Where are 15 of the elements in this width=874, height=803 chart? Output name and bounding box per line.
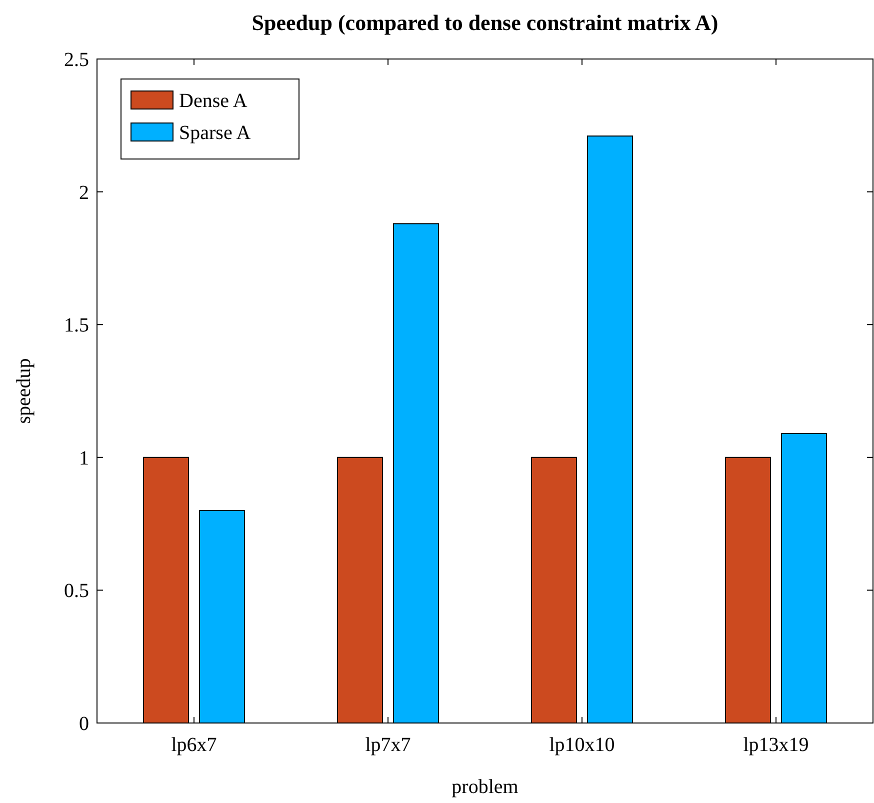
y-tick-label: 0 xyxy=(79,713,89,735)
y-tick-label: 1 xyxy=(79,447,89,470)
y-axis-title: speedup xyxy=(13,358,35,424)
y-tick-label: 0.5 xyxy=(64,580,89,602)
x-tick-label: lp6x7 xyxy=(171,734,217,756)
x-axis-title: problem xyxy=(452,776,519,798)
y-tick-label: 2 xyxy=(79,182,89,204)
legend-label: Dense A xyxy=(179,90,248,112)
chart-title: Speedup (compared to dense constraint matrix A) xyxy=(252,10,718,35)
x-tick-label: lp13x19 xyxy=(743,734,809,756)
x-tick-label: lp10x10 xyxy=(549,734,615,756)
y-tick-label: 1.5 xyxy=(64,314,89,337)
legend-label: Sparse A xyxy=(179,122,252,144)
x-tick-label: lp7x7 xyxy=(365,734,411,756)
y-tick-label: 2.5 xyxy=(64,49,89,71)
